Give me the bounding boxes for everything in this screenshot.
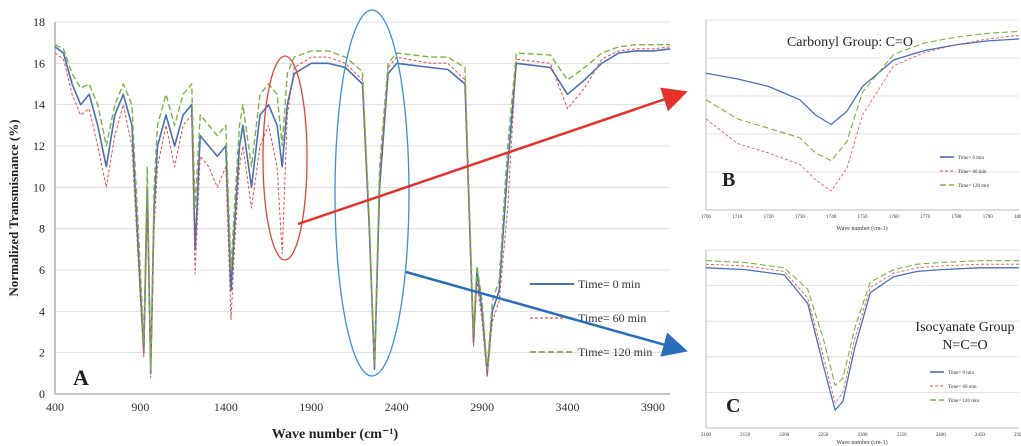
isocyanate-zoom-arrow [405, 270, 688, 357]
panel-a-legend-label: Time= 60 min [578, 311, 646, 325]
panel-b-x-axis-label: Wave number (cm-1) [836, 225, 887, 232]
panel-c-series-line-0 [705, 267, 1019, 411]
panel-a-y-axis-label: Normalized Transmisnance (%) [6, 119, 21, 296]
panel-b-x-tick-label: 1710 [732, 215, 743, 220]
panel-c-chart: 2100 2150 2200 2250 2300 2350 2400 2450 2500 Iso… [701, 249, 1021, 446]
panel-b-series-line-0 [705, 38, 1020, 126]
panel-c-legend-label: Time= 60 min [948, 385, 977, 390]
panel-a-y-tick-label: 16 [33, 56, 45, 70]
panel-c-letter: C [726, 395, 740, 417]
panel-a-x-tick-label: 2400 [385, 400, 409, 414]
panel-c-legend: Time= 0 min Time= 60 min Time= 120 min [930, 371, 979, 404]
panel-c-x-tick-label: 2450 [975, 433, 986, 438]
panel-c-x-tick-label: 2350 [897, 433, 908, 438]
panel-c-series-line-2 [705, 260, 1019, 386]
panel-b-legend: Time= 0 min Time= 60 min Time= 120 min [940, 156, 989, 189]
panel-a-x-tick-label: 400 [46, 400, 64, 414]
panel-c-x-tick-label: 2200 [779, 433, 790, 438]
panel-b-legend-label: Time= 120 min [958, 184, 989, 189]
panel-a-y-tick-label: 2 [39, 346, 45, 360]
panel-a-y-tick-label: 10 [33, 180, 45, 194]
panel-a-x-tick-label: 900 [131, 400, 149, 414]
carbonyl-zoom-arrow [297, 87, 688, 226]
panel-b-x-tick-label: 1700 [701, 215, 712, 220]
panel-a-chart: 0 2 4 6 8 10 12 14 16 18 400 900 1400 1900 2400 2900 34… [6, 9, 671, 442]
panel-a-y-tick-labels: 0 2 4 6 8 10 12 14 16 18 [33, 15, 45, 401]
panel-b-series-line-2 [705, 30, 1020, 162]
panel-c-x-tick-labels: 2100 2150 2200 2250 2300 2350 2400 2450 2500 [701, 433, 1021, 438]
carbonyl-highlight-ellipse [262, 55, 308, 261]
panel-b-x-tick-label: 1740 [826, 215, 837, 220]
panel-b-series-group [705, 30, 1020, 192]
panel-b-x-tick-label: 1800 [1014, 215, 1021, 220]
panel-c-x-tick-label: 2400 [936, 433, 947, 438]
panel-b-gridlines [706, 19, 1019, 173]
panel-b-title: Carbonyl Group: C=O [787, 35, 913, 50]
panel-b-legend-label: Time= 0 min [958, 156, 984, 161]
panel-b-x-tick-labels: 1700 1710 1720 1730 1740 1750 1760 1770 1780 1790… [701, 215, 1021, 220]
isocyanate-highlight-ellipse [334, 9, 410, 377]
panel-a-x-tick-label: 3400 [556, 400, 580, 414]
panel-a-x-axis-label: Wave number (cm⁻¹) [272, 427, 399, 442]
panel-c-title-line: Isocyanate Group [915, 320, 1014, 335]
panel-a-y-tick-label: 18 [33, 15, 45, 29]
panel-b-x-tick-label: 1730 [795, 215, 806, 220]
panel-b-x-tick-label: 1720 [764, 215, 775, 220]
panel-a-x-tick-label: 1900 [299, 400, 323, 414]
panel-c-series-line-1 [705, 263, 1019, 404]
panel-a-legend-label: Time= 120 min [578, 345, 652, 359]
panel-a-y-tick-label: 12 [33, 139, 45, 153]
panel-c-title-line: N=C=O [942, 338, 987, 353]
panel-c-title: Isocyanate Group N=C=O [915, 320, 1014, 353]
panel-a-x-tick-label: 1400 [214, 400, 238, 414]
panel-a-y-tick-label: 4 [39, 304, 45, 318]
panel-b-x-tick-label: 1770 [920, 215, 931, 220]
panel-a-y-tick-label: 14 [33, 98, 45, 112]
panel-a-series-line-1 [54, 46, 671, 378]
panel-a-letter: A [73, 365, 89, 390]
panel-a-gridlines [55, 21, 670, 395]
panel-c-x-tick-label: 2250 [818, 433, 829, 438]
panel-b-legend-label: Time= 60 min [958, 170, 987, 175]
panel-c-x-axis-label: Wave number (cm-1) [836, 439, 887, 446]
panel-a-y-tick-label: 6 [39, 263, 45, 277]
panel-a-y-tick-label: 0 [39, 387, 45, 401]
panel-a-legend: Time= 0 min Time= 60 min Time= 120 min [530, 277, 652, 359]
panel-b-x-tick-label: 1780 [951, 215, 962, 220]
panel-a-x-tick-labels: 400 900 1400 1900 2400 2900 3400 3900 [46, 400, 665, 414]
panel-c-x-tick-label: 2100 [701, 433, 712, 438]
panel-b-x-tick-label: 1790 [983, 215, 994, 220]
panel-b-letter: B [722, 169, 735, 191]
panel-b-x-tick-label: 1750 [858, 215, 869, 220]
panel-c-x-tick-label: 2300 [858, 433, 869, 438]
panel-c-x-tick-label: 2150 [740, 433, 751, 438]
panel-c-series-group [705, 260, 1019, 411]
panel-c-legend-label: Time= 120 min [948, 399, 979, 404]
panel-a-y-tick-label: 8 [39, 222, 45, 236]
panel-b-chart: 1700 1710 1720 1730 1740 1750 1760 1770 1780 1790… [701, 19, 1021, 232]
panel-a-x-tick-label: 2900 [470, 400, 494, 414]
panel-c-x-tick-label: 2500 [1014, 433, 1021, 438]
panel-a-series-group [54, 44, 671, 378]
panel-b-x-tick-label: 1760 [889, 215, 900, 220]
panel-b-series-line-1 [705, 34, 1020, 192]
panel-a-series-line-2 [54, 44, 670, 370]
panel-a-x-tick-label: 3900 [641, 400, 665, 414]
panel-c-legend-label: Time= 0 min [948, 371, 974, 376]
panel-a-legend-label: Time= 0 min [578, 277, 640, 291]
